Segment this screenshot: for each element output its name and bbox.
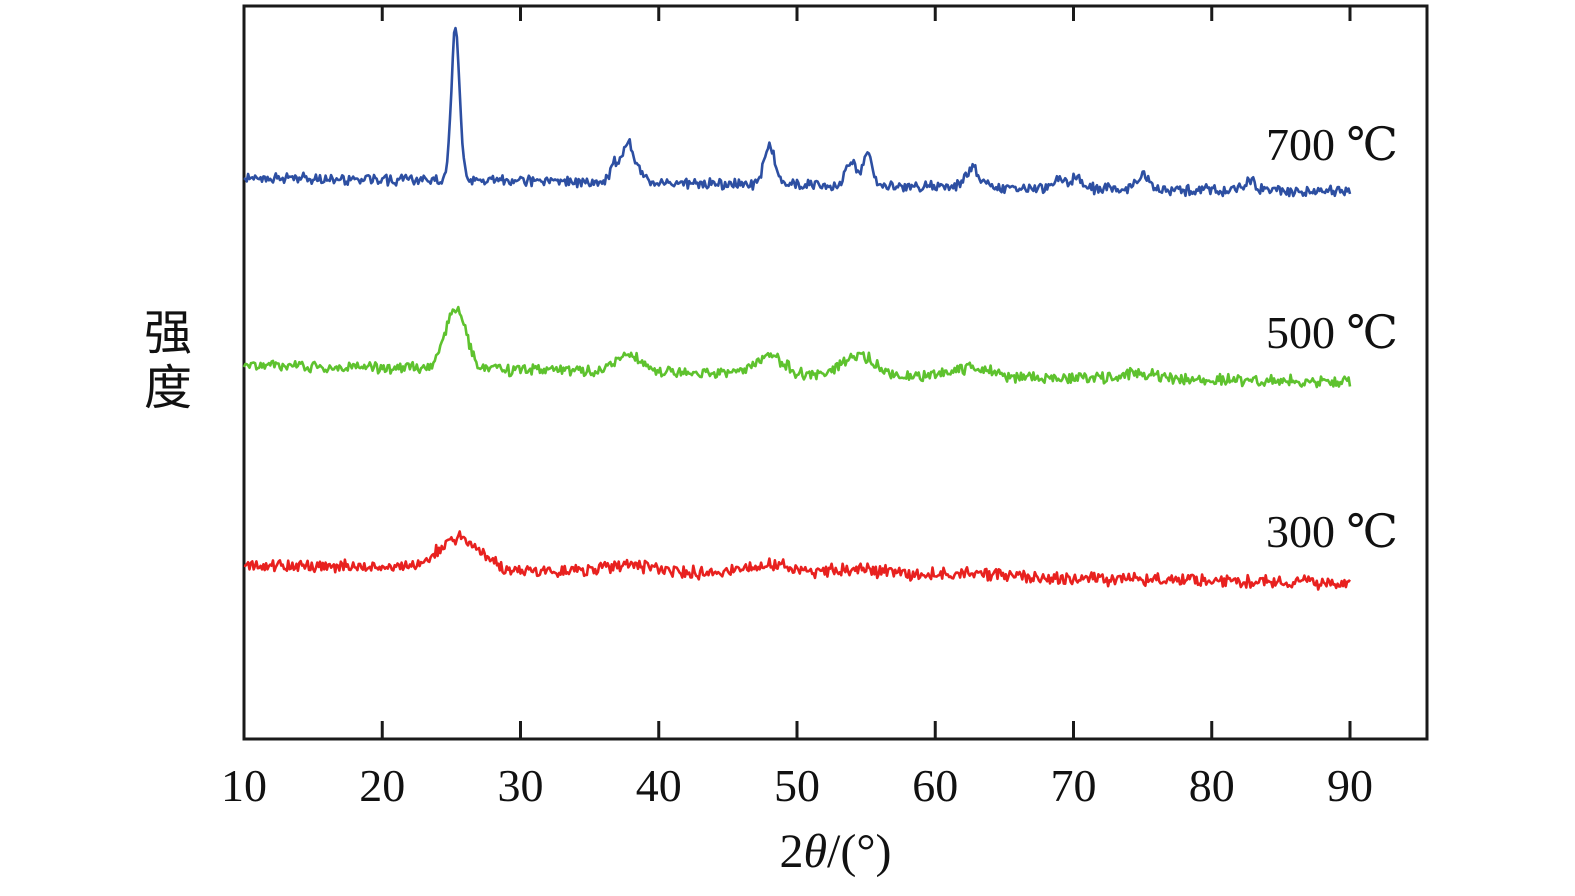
x-tick-label: 10 — [221, 760, 267, 811]
x-tick-label: 80 — [1189, 760, 1235, 811]
x-tick-label: 20 — [359, 760, 405, 811]
x-title-prefix: 2 — [779, 825, 804, 878]
y-axis-label: 强度 — [143, 305, 192, 417]
x-axis-title: 2θ/(°) — [243, 824, 1428, 879]
series-label: 700 ℃ — [1266, 119, 1398, 170]
x-title-theta: θ — [803, 825, 828, 878]
x-tick-label: 40 — [636, 760, 682, 811]
x-tick-label: 30 — [498, 760, 544, 811]
series-label: 300 ℃ — [1266, 506, 1398, 557]
x-tick-label: 90 — [1327, 760, 1373, 811]
xrd-curve — [243, 26, 1352, 198]
x-tick-label: 50 — [774, 760, 820, 811]
x-tick-label: 60 — [912, 760, 958, 811]
xrd-curve — [242, 305, 1352, 389]
series-label: 500 ℃ — [1266, 307, 1398, 358]
plot-frame — [242, 4, 1429, 741]
x-title-units: /(°) — [827, 825, 892, 878]
xrd-curve — [243, 530, 1352, 591]
x-tick-label: 70 — [1051, 760, 1097, 811]
